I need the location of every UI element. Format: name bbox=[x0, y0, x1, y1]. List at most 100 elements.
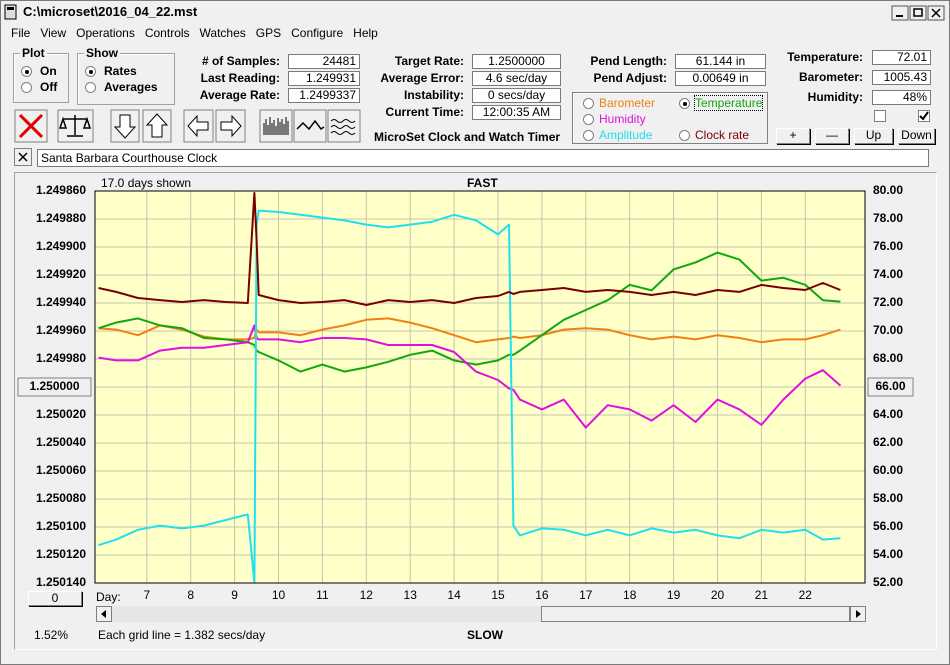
readout-label: Instability: bbox=[403, 88, 464, 102]
app-icon-screen bbox=[7, 7, 14, 10]
down-arrow-icon bbox=[113, 114, 137, 139]
legend-entry[interactable]: Clock rate bbox=[695, 128, 750, 142]
radio-button[interactable] bbox=[583, 114, 594, 125]
group-title: Show bbox=[84, 46, 120, 60]
right-arrow-icon bbox=[220, 114, 242, 138]
wave-icon bbox=[296, 119, 325, 131]
adjust-button[interactable]: Down bbox=[898, 128, 935, 144]
menu-item[interactable]: Help bbox=[353, 26, 378, 40]
readout-field: 24481 bbox=[288, 54, 360, 69]
window-title: C:\microset\2016_04_22.mst bbox=[23, 4, 198, 19]
readout-field: 12:00:35 AM bbox=[472, 105, 561, 120]
legend-entry[interactable]: Temperature bbox=[693, 95, 764, 111]
close-glyph bbox=[931, 8, 941, 18]
up-arrow-icon bbox=[145, 113, 169, 138]
top-label: FAST bbox=[467, 176, 498, 190]
menu-bar: File View Operations Controls Watches GPS Conf… bbox=[11, 26, 388, 40]
group-box bbox=[77, 53, 175, 105]
clear-name-button[interactable] bbox=[14, 148, 32, 166]
radio-button[interactable] bbox=[85, 82, 96, 93]
scrollbar[interactable] bbox=[96, 606, 867, 623]
menu-item[interactable]: Controls bbox=[144, 26, 190, 40]
legend-entry[interactable]: Barometer bbox=[599, 96, 656, 110]
offset-button[interactable]: 0 bbox=[28, 591, 82, 606]
bottom-label: SLOW bbox=[467, 628, 503, 642]
menu-item[interactable]: Watches bbox=[199, 26, 246, 40]
adjust-button[interactable]: — bbox=[815, 128, 849, 144]
menu-item[interactable]: Configure bbox=[291, 26, 344, 40]
readout-label: # of Samples: bbox=[201, 54, 280, 68]
menu-item[interactable]: Operations bbox=[76, 26, 135, 40]
check-mark bbox=[919, 111, 929, 121]
radio-label[interactable]: On bbox=[40, 64, 57, 78]
radio-button[interactable] bbox=[679, 130, 690, 141]
checkbox[interactable] bbox=[874, 110, 886, 122]
balance-button[interactable] bbox=[57, 109, 94, 143]
radio-dot bbox=[25, 70, 29, 74]
clock-name-field[interactable]: Santa Barbara Courthouse Clock bbox=[37, 149, 929, 167]
readout-label: Pend Adjust: bbox=[593, 71, 667, 85]
balance-icon bbox=[58, 115, 92, 137]
adjust-button[interactable]: + bbox=[776, 128, 810, 144]
checkbox[interactable] bbox=[918, 110, 930, 122]
readout-field: 1.2499337 bbox=[288, 88, 360, 103]
radio-button[interactable] bbox=[679, 98, 690, 109]
readout-label: Barometer: bbox=[798, 70, 863, 84]
readout-label: Temperature: bbox=[787, 50, 863, 64]
radio-button[interactable] bbox=[85, 66, 96, 77]
readout-field: 1.249931 bbox=[288, 71, 360, 86]
radio-label[interactable]: Off bbox=[40, 80, 58, 94]
maximize-button[interactable] bbox=[909, 5, 927, 21]
left-button[interactable] bbox=[183, 109, 214, 143]
bars-icon bbox=[263, 117, 289, 135]
window-controls[interactable] bbox=[891, 5, 947, 21]
toolbar bbox=[14, 109, 361, 143]
scroll-left-glyph bbox=[101, 610, 106, 618]
chart-frame bbox=[14, 172, 937, 650]
right-button[interactable] bbox=[215, 109, 246, 143]
readout-label: Humidity: bbox=[807, 90, 863, 104]
radio-button[interactable] bbox=[21, 82, 32, 93]
menu-item[interactable]: View bbox=[40, 26, 67, 40]
radio-dot bbox=[683, 102, 687, 106]
scroll-percent: 1.52% bbox=[34, 628, 69, 642]
readout-label: Average Rate: bbox=[199, 88, 280, 102]
menu-item[interactable]: GPS bbox=[255, 26, 282, 40]
waves-button[interactable] bbox=[327, 109, 361, 143]
scroll-right-glyph bbox=[856, 610, 861, 618]
clear-icon bbox=[18, 113, 44, 139]
minimize-button[interactable] bbox=[891, 5, 909, 21]
readout-field: 1.2500000 bbox=[472, 54, 561, 69]
radio-label[interactable]: Rates bbox=[104, 64, 137, 78]
app-name: MicroSet Clock and Watch Timer bbox=[374, 130, 561, 144]
readout-label: Last Reading: bbox=[200, 71, 280, 85]
button-face[interactable] bbox=[293, 109, 327, 143]
readout-field: 4.6 sec/day bbox=[472, 71, 561, 86]
scroll-thumb[interactable] bbox=[541, 606, 850, 622]
readout-field: 72.01 bbox=[872, 50, 931, 65]
clear-name-glyph bbox=[18, 152, 28, 162]
left-arrow-icon bbox=[187, 114, 209, 138]
readout-field: 0 secs/day bbox=[472, 88, 561, 103]
bars-button[interactable] bbox=[259, 109, 293, 143]
adjust-button[interactable]: Up bbox=[854, 128, 893, 144]
readout-field: 61.144 in bbox=[675, 54, 766, 69]
radio-button[interactable] bbox=[583, 130, 594, 141]
up-button[interactable] bbox=[142, 109, 172, 143]
legend-entry[interactable]: Amplitude bbox=[599, 128, 653, 142]
readout-field: 48% bbox=[872, 90, 931, 105]
radio-button[interactable] bbox=[21, 66, 32, 77]
app-icon-body bbox=[4, 4, 17, 20]
radio-dot bbox=[89, 70, 93, 74]
readout-field: 1005.43 bbox=[872, 70, 931, 85]
legend-entry[interactable]: Humidity bbox=[599, 112, 646, 126]
down-button[interactable] bbox=[110, 109, 140, 143]
radio-label[interactable]: Averages bbox=[104, 80, 158, 94]
radio-button[interactable] bbox=[583, 98, 594, 109]
clear-button[interactable] bbox=[14, 109, 48, 143]
readout-label: Current Time: bbox=[385, 105, 464, 119]
menu-item[interactable]: File bbox=[11, 26, 31, 40]
wave-button[interactable] bbox=[293, 109, 327, 143]
